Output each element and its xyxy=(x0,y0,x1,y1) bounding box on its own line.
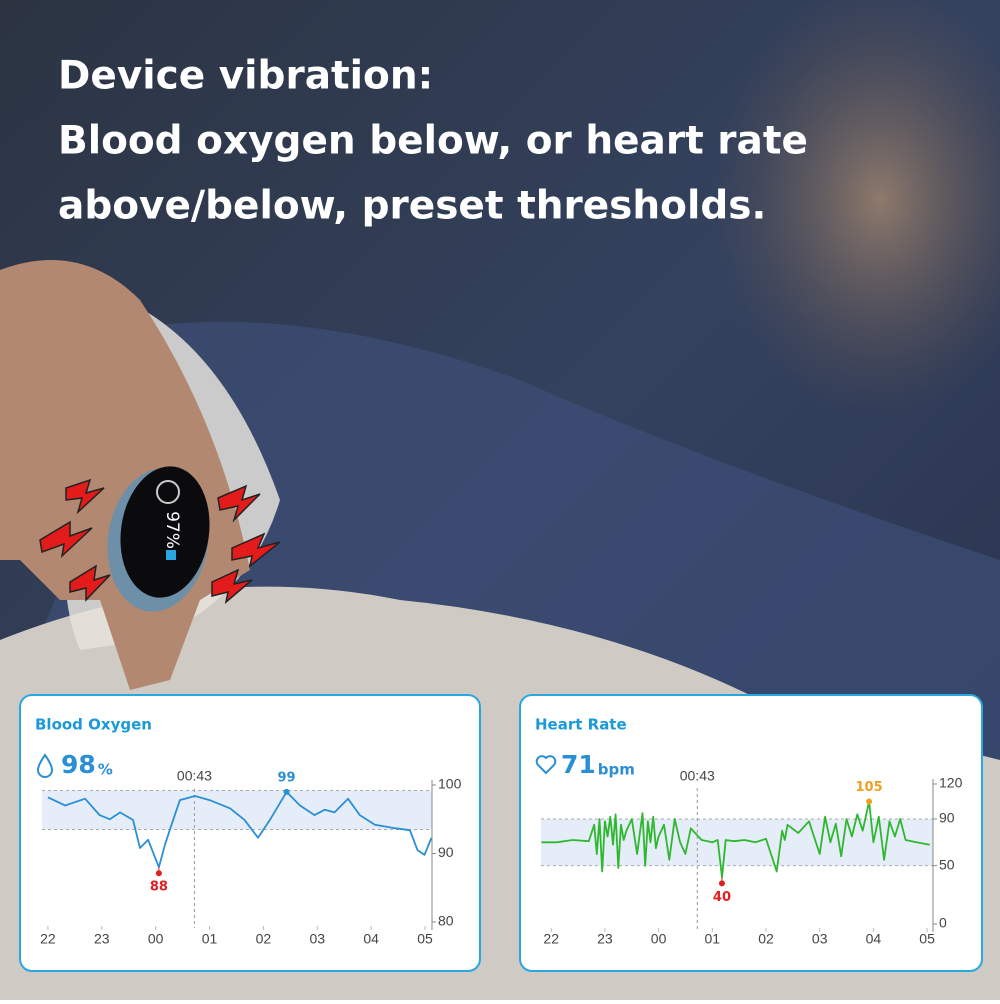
chart-title: Blood Oxygen xyxy=(35,716,152,734)
annotation-label: 105 xyxy=(856,780,883,795)
annotation-label: 88 xyxy=(150,880,168,895)
y-tick-label: 90 xyxy=(438,844,454,860)
annotation-marker xyxy=(866,798,873,805)
reading-value: 71 xyxy=(561,750,596,779)
face xyxy=(710,0,1000,420)
annotation-marker xyxy=(718,880,725,887)
annotation-label: 40 xyxy=(713,890,731,905)
x-tick-label: 01 xyxy=(705,931,721,947)
device-display: 97% xyxy=(162,511,182,549)
x-tick-label: 05 xyxy=(919,931,935,947)
headline-line: above/below, preset thresholds. xyxy=(58,184,766,229)
x-tick-label: 02 xyxy=(256,931,272,947)
x-tick-label: 00 xyxy=(651,931,667,947)
y-tick-label: 100 xyxy=(438,776,462,792)
y-tick-label: 80 xyxy=(438,913,454,929)
reading-value: 98 xyxy=(61,750,96,779)
drop-icon xyxy=(36,753,54,778)
card xyxy=(19,694,481,972)
x-tick-label: 22 xyxy=(40,931,56,947)
headline: Device vibration: Blood oxygen below, or… xyxy=(58,54,808,229)
vibration-icons xyxy=(39,478,281,604)
annotation-label: 99 xyxy=(278,770,296,785)
x-tick-label: 01 xyxy=(202,931,218,947)
y-tick-label: 120 xyxy=(939,775,963,791)
y-tick-label: 90 xyxy=(939,810,955,826)
x-tick-label: 05 xyxy=(417,931,433,947)
x-tick-label: 23 xyxy=(597,931,613,947)
threshold-band xyxy=(42,790,432,830)
y-tick-label: 50 xyxy=(939,856,955,872)
heart-icon xyxy=(535,755,557,775)
x-tick-label: 03 xyxy=(309,931,325,947)
reading-unit: % xyxy=(98,761,113,779)
reading-unit: bpm xyxy=(598,761,635,779)
x-tick-label: 00 xyxy=(148,931,164,947)
x-tick-label: 03 xyxy=(812,931,828,947)
cursor-label: 00:43 xyxy=(177,768,212,784)
annotation-marker xyxy=(283,788,290,795)
data-line xyxy=(47,791,433,869)
annotation-marker xyxy=(155,870,162,877)
device: 97% xyxy=(107,466,210,612)
x-tick-label: 23 xyxy=(94,931,110,947)
data-line xyxy=(541,800,930,879)
y-tick-label: 0 xyxy=(939,915,947,931)
x-tick-label: 04 xyxy=(363,931,379,947)
cursor-label: 00:43 xyxy=(680,768,715,784)
x-tick-label: 22 xyxy=(543,931,559,947)
x-tick-label: 02 xyxy=(758,931,774,947)
chart-title: Heart Rate xyxy=(535,716,627,734)
headline-line: Device vibration: xyxy=(58,54,433,99)
headline-line: Blood oxygen below, or heart rate xyxy=(58,119,808,164)
x-tick-label: 04 xyxy=(866,931,882,947)
